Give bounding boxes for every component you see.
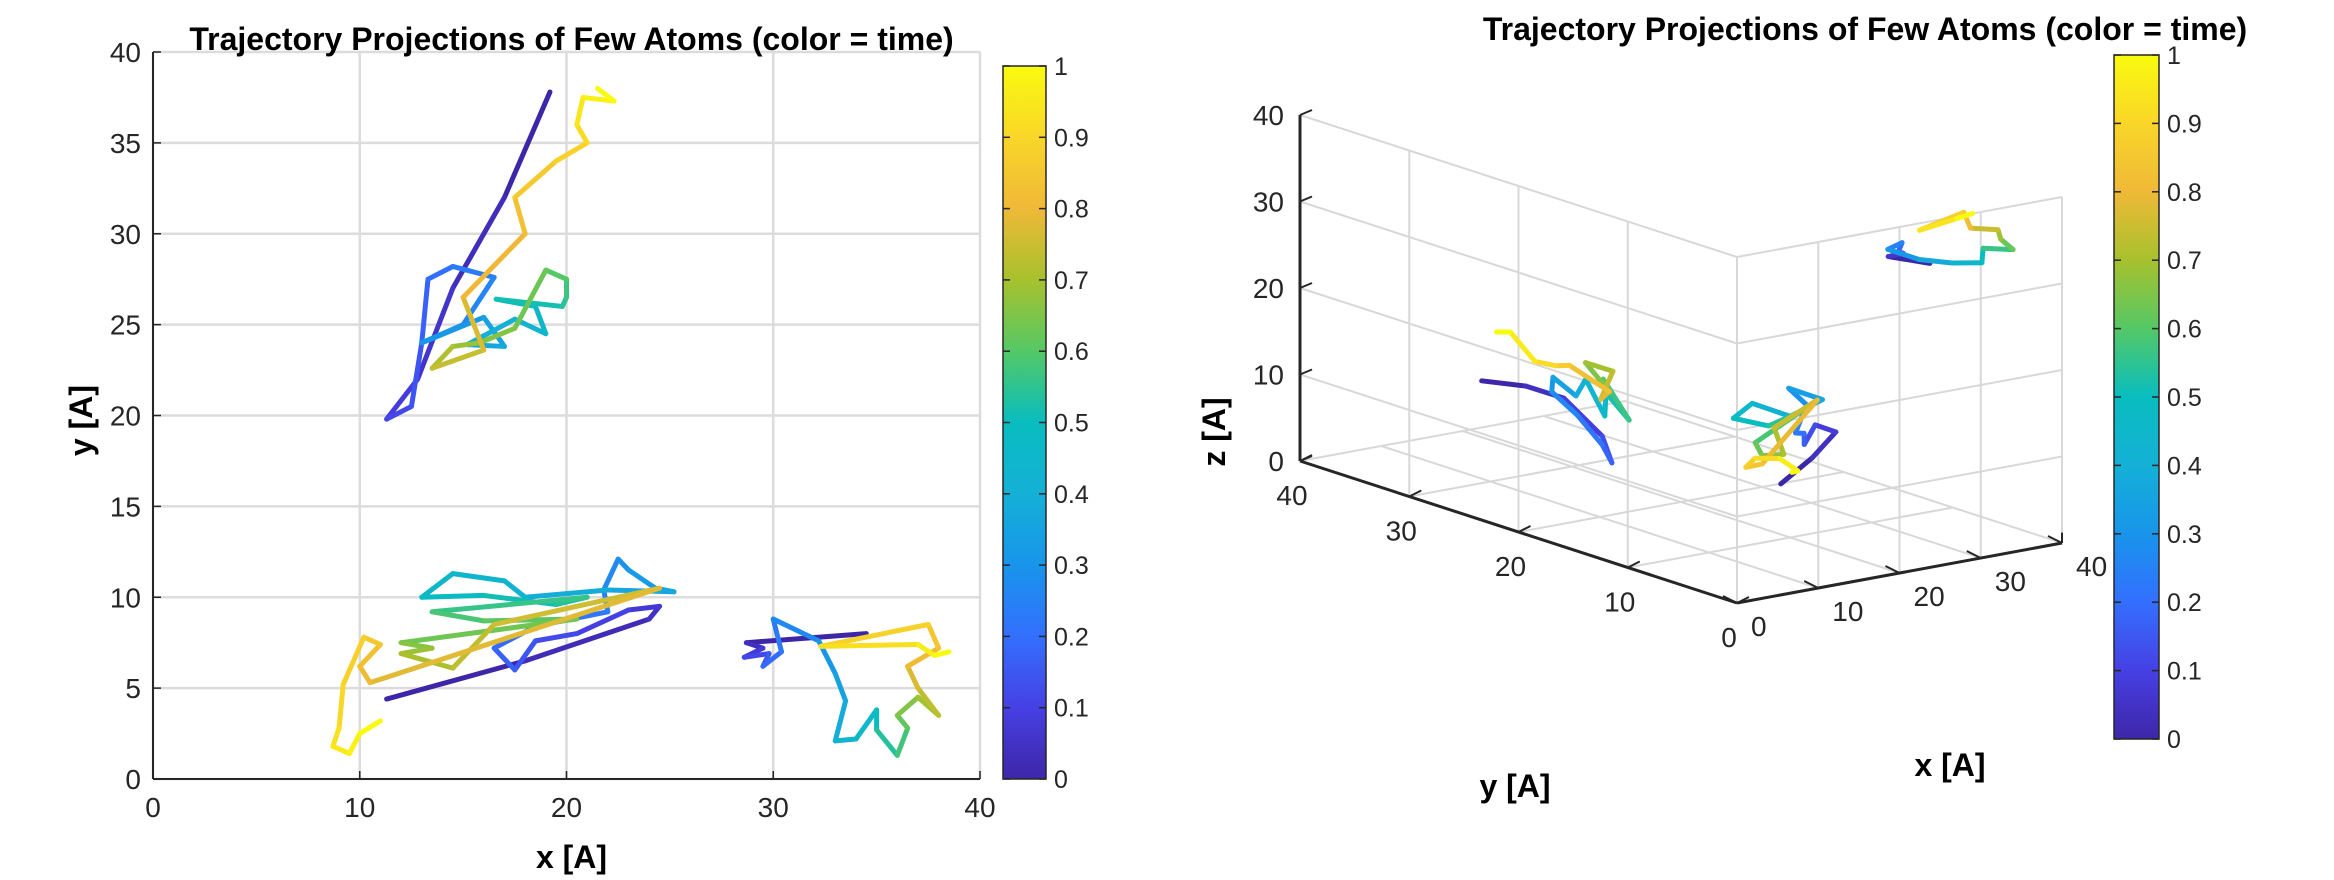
c2d-colorbar-tick-label: 0.7: [1054, 267, 1089, 295]
x-tick-label-2d: 30: [758, 792, 789, 823]
chart-title-3d: Trajectory Projections of Few Atoms (col…: [1483, 11, 2247, 47]
z-tick-label-3d: 20: [1253, 273, 1284, 304]
c3d-colorbar-tick-label: 0.3: [2167, 521, 2202, 549]
c2d-colorbar-tick-label: 0: [1054, 766, 1068, 794]
c3d-colorbar-tick-label: 1: [2167, 42, 2181, 70]
c3d-colorbar-tick-label: 0.4: [2167, 452, 2202, 480]
y-tick-label-2d: 5: [125, 673, 141, 704]
trajectory-3d-2-segment: [1752, 403, 1790, 416]
grid-floor-y: [1409, 437, 1734, 497]
trajectory-3d-2-segment: [1733, 418, 1768, 426]
y-tick-label-2d: 35: [110, 128, 141, 159]
c3d-colorbar-tick-label: 0.8: [2167, 179, 2202, 207]
c2d-colorbar-tick-label: 0.2: [1054, 623, 1089, 651]
y-tick-label-2d: 0: [125, 764, 141, 795]
z-tick-3d: [1300, 283, 1312, 288]
y-axis-label-2d: y [A]: [63, 385, 99, 456]
z-axis-label-3d: z [A]: [1196, 397, 1232, 466]
y-tick-label-3d: 0: [1721, 622, 1737, 653]
y-tick-label-2d: 40: [110, 37, 141, 68]
y-tick-label-2d: 20: [110, 401, 141, 432]
z-tick-3d: [1300, 370, 1312, 375]
c3d-colorbar-tick-label: 0.5: [2167, 384, 2202, 412]
c3d-colorbar-tick-label: 0: [2167, 726, 2181, 754]
y-tick-label-3d: 10: [1604, 587, 1635, 618]
x-tick-label-3d: 10: [1832, 596, 1863, 627]
y-axis-label-3d: y [A]: [1479, 768, 1550, 804]
x-tick-label-2d: 20: [551, 792, 582, 823]
trajectory-3d-2-segment: [1792, 471, 1798, 472]
c2d-colorbar-tick-label: 0.8: [1054, 196, 1089, 224]
c3d-colorbar-tick-label: 0.1: [2167, 658, 2202, 686]
y-tick-label-2d: 30: [110, 219, 141, 250]
x-tick-label-3d: 20: [1914, 581, 1945, 612]
z-tick-label-3d: 30: [1253, 187, 1284, 218]
trajectory-3d-3-segment: [1919, 259, 1952, 263]
trajectory-3d-3-segment: [1970, 228, 1998, 230]
y-tick-label-3d: 40: [1276, 480, 1307, 511]
z-tick-label-3d: 0: [1268, 446, 1284, 477]
c3d-colorbar-tick-label: 0.9: [2167, 110, 2202, 138]
c2d-colorbar-tick-label: 0.3: [1054, 552, 1089, 580]
x-tick-label-3d: 0: [1751, 611, 1767, 642]
c3d-colorbar-tick-label: 0.6: [2167, 316, 2202, 344]
x-tick-label-2d: 40: [964, 792, 995, 823]
grid-floor-y: [1519, 472, 1844, 532]
x-tick-label-3d: 30: [1995, 566, 2026, 597]
x-tick-label-2d: 10: [344, 792, 375, 823]
x-tick-label-3d: 40: [2076, 551, 2107, 582]
y-tick-label-3d: 30: [1386, 516, 1417, 547]
c3d-colorbar-tick-label: 0.7: [2167, 247, 2202, 275]
c2d-colorbar-tick-label: 0.5: [1054, 410, 1089, 438]
c2d-colorbar-tick-label: 1: [1054, 53, 1068, 81]
trajectory-3-segment: [821, 645, 918, 647]
trajectory-3-segment: [835, 739, 856, 741]
trajectory-2-segment: [422, 595, 484, 597]
c3d-colorbar-tick-label: 0.2: [2167, 589, 2202, 617]
x-axis-label-2d: x [A]: [536, 839, 607, 875]
z-tick-label-3d: 10: [1253, 360, 1284, 391]
trajectory-3d-2-segment: [1812, 432, 1836, 458]
y-tick-label-3d: 20: [1495, 551, 1526, 582]
trajectory-3-segment: [935, 652, 949, 656]
y-tick-label-2d: 15: [110, 491, 141, 522]
c2d-colorbar-tick-label: 0.6: [1054, 338, 1089, 366]
z-tick-3d: [1300, 197, 1312, 202]
z-tick-label-3d: 40: [1253, 100, 1284, 131]
chart-title-2d: Trajectory Projections of Few Atoms (col…: [189, 21, 953, 57]
grid-floor-y: [1628, 508, 1953, 568]
y-tick-label-2d: 25: [110, 310, 141, 341]
y-tick-label-2d: 10: [110, 582, 141, 613]
c2d-colorbar-tick-label: 0.4: [1054, 481, 1089, 509]
z-tick-3d: [1300, 110, 1312, 115]
c2d-colorbar-tick-label: 0.9: [1054, 124, 1089, 152]
x-axis-label-3d: x [A]: [1914, 747, 1985, 783]
c2d-colorbar-tick-label: 0.1: [1054, 695, 1089, 723]
x-tick-label-2d: 0: [145, 792, 161, 823]
